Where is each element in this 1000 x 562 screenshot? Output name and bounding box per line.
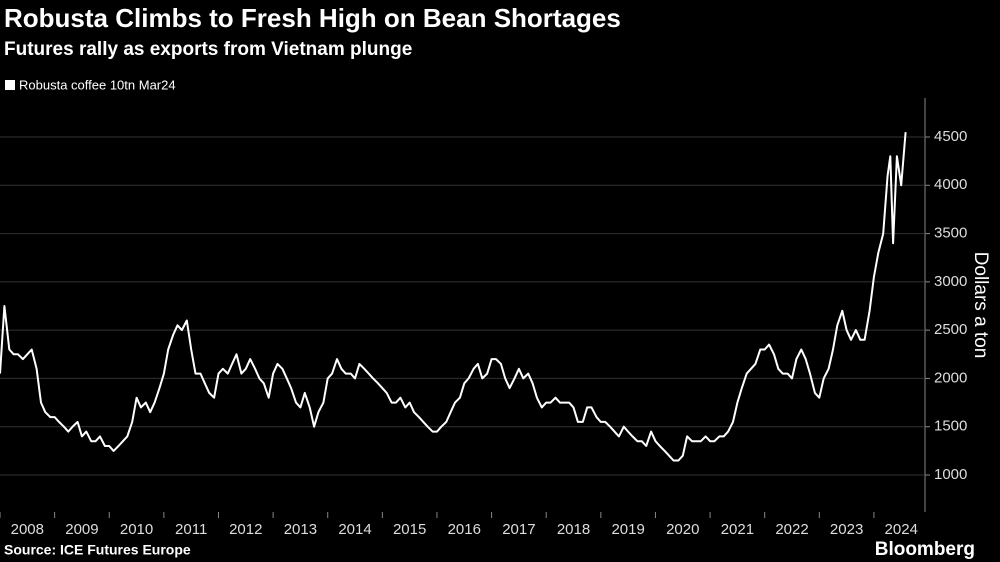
x-tick-label: 2010	[120, 521, 153, 538]
y-tick-label: 4000	[934, 176, 967, 193]
legend-label: Robusta coffee 10tn Mar24	[19, 77, 176, 92]
legend-swatch	[5, 80, 15, 90]
chart-subtitle: Futures rally as exports from Vietnam pl…	[4, 39, 412, 60]
x-tick-label: 2024	[885, 521, 918, 538]
x-tick-label: 2021	[721, 521, 754, 538]
y-axis-label: Dollars a ton	[970, 252, 991, 359]
x-tick-label: 2017	[502, 521, 535, 538]
x-tick-label: 2016	[448, 521, 481, 538]
y-tick-label: 1000	[934, 466, 967, 483]
y-tick-label: 3500	[934, 225, 967, 242]
y-tick-label: 1500	[934, 418, 967, 435]
line-series	[0, 132, 907, 462]
x-tick-label: 2012	[229, 521, 262, 538]
x-tick-label: 2013	[284, 521, 317, 538]
x-tick-label: 2009	[65, 521, 98, 538]
source: Source: ICE Futures Europe	[4, 542, 191, 558]
x-tick-label: 2019	[611, 521, 644, 538]
x-tick-label: 2020	[666, 521, 699, 538]
chart-title: Robusta Climbs to Fresh High on Bean Sho…	[4, 3, 621, 33]
x-tick-label: 2014	[338, 521, 371, 538]
y-tick-label: 2000	[934, 369, 967, 386]
x-tick-label: 2015	[393, 521, 426, 538]
x-tick-label: 2008	[11, 521, 44, 538]
x-tick-label: 2022	[775, 521, 808, 538]
brand: Bloomberg	[875, 539, 975, 560]
x-tick-label: 2018	[557, 521, 590, 538]
x-tick-label: 2011	[175, 521, 207, 538]
x-tick-label: 2023	[830, 521, 863, 538]
y-tick-label: 3000	[934, 273, 967, 290]
y-tick-label: 2500	[934, 321, 967, 338]
y-tick-label: 4500	[934, 128, 967, 145]
